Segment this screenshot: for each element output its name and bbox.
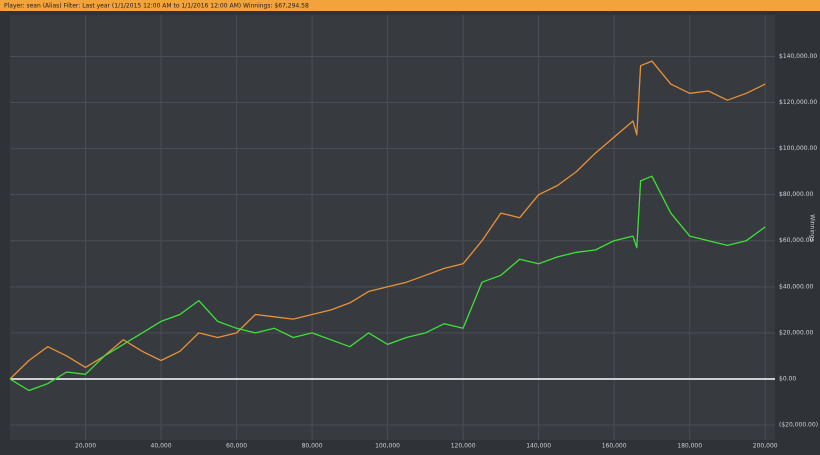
y-tick-label: $140,000.00 (779, 53, 817, 60)
x-tick-label: 20,000 (75, 443, 96, 450)
x-tick-label: 80,000 (302, 443, 323, 450)
series-line (9, 60, 766, 380)
y-tick-label: $0.00 (779, 375, 796, 382)
x-tick-label: 140,000 (526, 443, 551, 450)
y-tick-label: $60,000.00 (779, 237, 814, 244)
x-tick-label: 120,000 (451, 443, 476, 450)
x-tick-label: 100,000 (375, 443, 400, 450)
y-tick-label: $20,000.00 (779, 329, 814, 336)
y-tick-label: $120,000.00 (779, 99, 817, 106)
x-tick-label: 200,000 (753, 443, 778, 450)
y-tick-label: $80,000.00 (779, 191, 814, 198)
x-tick-label: 40,000 (151, 443, 172, 450)
y-tick-label: ($20,000.00) (779, 422, 818, 429)
series-line (9, 175, 766, 392)
x-tick-label: 180,000 (677, 443, 702, 450)
y-tick-label: $40,000.00 (779, 283, 814, 290)
title-bar (0, 0, 820, 11)
x-tick-label: 160,000 (602, 443, 627, 450)
chart-title: Player: sean (Alias) Filter: Last year (… (4, 3, 309, 10)
plot-area (10, 15, 775, 440)
x-tick-label: 60,000 (226, 443, 247, 450)
y-axis-label: Winnings (809, 214, 816, 241)
y-tick-label: $100,000.00 (779, 145, 817, 152)
